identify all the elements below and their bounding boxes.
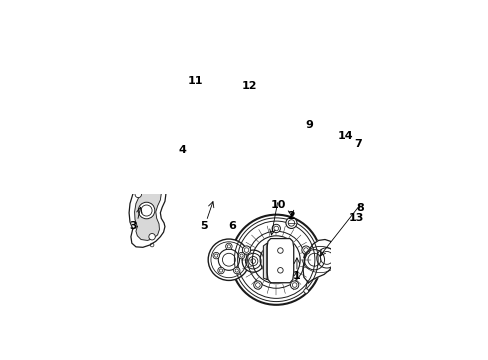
Text: 7: 7	[353, 139, 361, 149]
Circle shape	[238, 252, 244, 259]
Circle shape	[277, 267, 283, 273]
Circle shape	[242, 246, 250, 254]
Polygon shape	[160, 72, 163, 89]
FancyBboxPatch shape	[229, 80, 244, 90]
Circle shape	[301, 246, 309, 254]
Text: 4: 4	[178, 145, 185, 155]
Text: 10: 10	[270, 201, 285, 211]
Circle shape	[217, 267, 224, 274]
Circle shape	[253, 281, 262, 289]
Text: 13: 13	[348, 213, 364, 223]
Polygon shape	[259, 86, 298, 123]
Circle shape	[148, 234, 155, 240]
Text: 14: 14	[337, 131, 352, 141]
Circle shape	[147, 182, 152, 186]
Polygon shape	[266, 239, 293, 283]
Circle shape	[225, 243, 232, 249]
Polygon shape	[302, 239, 334, 283]
Circle shape	[233, 267, 240, 274]
Text: 9: 9	[305, 120, 313, 130]
Text: 8: 8	[356, 203, 364, 213]
Text: 6: 6	[228, 221, 236, 231]
Circle shape	[271, 224, 280, 233]
Circle shape	[277, 248, 283, 253]
Text: 12: 12	[242, 81, 257, 91]
Polygon shape	[263, 243, 266, 279]
Text: 1: 1	[292, 271, 300, 281]
Circle shape	[285, 217, 296, 229]
Circle shape	[208, 239, 249, 280]
Circle shape	[290, 281, 298, 289]
Circle shape	[135, 191, 141, 198]
Circle shape	[213, 252, 219, 259]
Circle shape	[303, 289, 308, 293]
Circle shape	[331, 238, 336, 243]
Circle shape	[272, 123, 278, 128]
Text: 11: 11	[187, 76, 203, 86]
Circle shape	[138, 202, 155, 219]
Text: 5: 5	[200, 221, 207, 231]
Circle shape	[231, 215, 321, 305]
Text: 3: 3	[129, 221, 136, 231]
Polygon shape	[129, 181, 165, 247]
Text: 2: 2	[286, 211, 294, 221]
Polygon shape	[134, 186, 161, 240]
Circle shape	[242, 250, 264, 272]
